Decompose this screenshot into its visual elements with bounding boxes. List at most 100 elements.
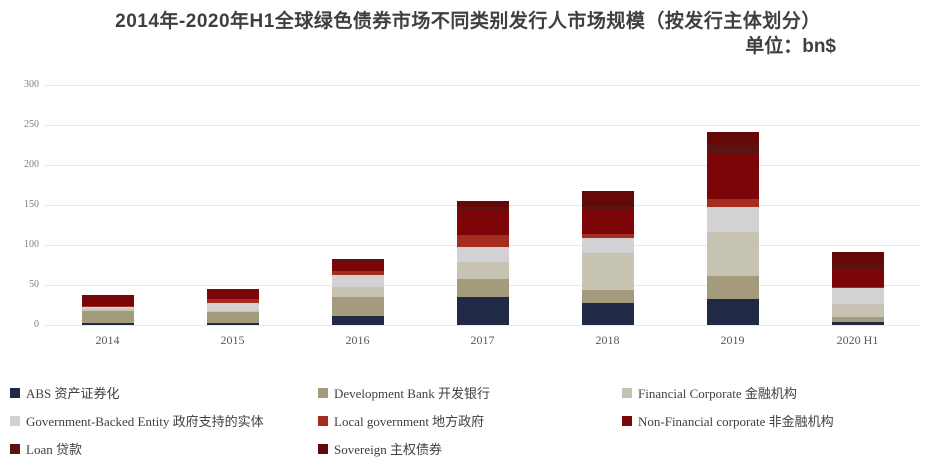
bar-segment bbox=[331, 316, 384, 325]
bar-segment bbox=[456, 261, 509, 280]
bar-segment bbox=[831, 265, 884, 270]
bar-segment bbox=[81, 322, 134, 325]
legend-label: ABS 资产证券化 bbox=[26, 386, 120, 401]
bar-segment bbox=[81, 306, 134, 310]
legend-item: Loan 贷款 bbox=[10, 439, 318, 458]
bar-segment bbox=[456, 201, 509, 208]
legend-swatch-icon bbox=[318, 415, 328, 426]
legend-item: Government-Backed Entity 政府支持的实体 bbox=[10, 411, 318, 430]
bar-segment bbox=[831, 304, 884, 318]
bar-segment bbox=[706, 206, 759, 233]
gridline-y-250 bbox=[45, 125, 920, 126]
stacked-bar-2019 bbox=[706, 132, 759, 325]
gridline-y-200 bbox=[45, 165, 920, 166]
y-tick-label-100: 100 bbox=[24, 239, 39, 250]
legend-swatch-icon bbox=[10, 387, 20, 398]
bar-segment bbox=[206, 298, 259, 303]
bar-segment bbox=[706, 232, 759, 277]
bar-segment bbox=[81, 310, 134, 323]
bar-segment bbox=[81, 309, 134, 311]
bar-segment bbox=[581, 205, 634, 210]
bar-segment bbox=[581, 209, 634, 234]
bar-segment bbox=[206, 302, 259, 311]
bar-segment bbox=[81, 295, 134, 306]
x-tick-label-2020-h1: 2020 H1 bbox=[836, 333, 879, 347]
stacked-bar-2016 bbox=[331, 259, 384, 325]
bar-segment bbox=[331, 275, 384, 288]
legend-item: Non-Financial corporate 非金融机构 bbox=[622, 411, 926, 430]
stacked-bar-2018 bbox=[581, 190, 634, 325]
bar-segment bbox=[331, 271, 384, 276]
legend-swatch-icon bbox=[318, 443, 328, 454]
bar-segment bbox=[206, 289, 259, 299]
y-tick-label-150: 150 bbox=[24, 199, 39, 210]
bar-segment bbox=[581, 237, 634, 254]
legend-item: ABS 资产证券化 bbox=[10, 383, 318, 402]
x-tick-label-2014: 2014 bbox=[95, 333, 120, 347]
bar-segment bbox=[581, 303, 634, 325]
bar-segment bbox=[81, 294, 134, 296]
bar-segment bbox=[581, 233, 634, 238]
bar-segment bbox=[706, 276, 759, 299]
legend-item: Local government 地方政府 bbox=[318, 411, 622, 430]
bar-segment bbox=[831, 288, 884, 305]
bar-segment bbox=[206, 310, 259, 313]
bar-segment bbox=[581, 190, 634, 206]
y-tick-label-300: 300 bbox=[24, 79, 39, 90]
legend-swatch-icon bbox=[10, 415, 20, 426]
chart-unit-label: 单位：bn$ bbox=[745, 36, 836, 57]
stacked-bar-2017 bbox=[456, 201, 509, 325]
legend-swatch-icon bbox=[318, 387, 328, 398]
stacked-bar-2020-h1 bbox=[831, 252, 884, 325]
x-tick-label-2016: 2016 bbox=[345, 333, 370, 347]
y-tick-label-200: 200 bbox=[24, 159, 39, 170]
x-tick-label-2019: 2019 bbox=[720, 333, 745, 347]
bar-segment bbox=[81, 305, 134, 307]
bar-segment bbox=[831, 269, 884, 287]
bar-segment bbox=[331, 287, 384, 298]
bar-segment bbox=[831, 321, 884, 325]
bar-segment bbox=[331, 297, 384, 317]
legend-label: Local government 地方政府 bbox=[334, 414, 485, 429]
y-tick-label-50: 50 bbox=[29, 279, 39, 290]
bar-segment bbox=[331, 259, 384, 262]
y-tick-label-250: 250 bbox=[24, 119, 39, 130]
bar-segment bbox=[456, 209, 509, 235]
bar-segment bbox=[456, 207, 509, 210]
legend-label: Government-Backed Entity 政府支持的实体 bbox=[26, 414, 264, 429]
bar-segment bbox=[456, 297, 509, 325]
legend-label: Loan 贷款 bbox=[26, 442, 82, 457]
bar-segment bbox=[706, 298, 759, 325]
bar-segment bbox=[206, 322, 259, 325]
stacked-bar-2015 bbox=[206, 289, 259, 325]
y-tick-label-0: 0 bbox=[34, 319, 39, 330]
gridline-y-300 bbox=[45, 85, 920, 86]
bar-segment bbox=[706, 198, 759, 207]
x-tick-label-2015: 2015 bbox=[220, 333, 245, 347]
bar-segment bbox=[456, 246, 509, 262]
bar-segment bbox=[331, 261, 384, 272]
legend-swatch-icon bbox=[622, 387, 632, 398]
legend-label: Non-Financial corporate 非金融机构 bbox=[638, 414, 834, 429]
legend-swatch-icon bbox=[622, 415, 632, 426]
chart-title: 2014年-2020年H1全球绿色债券市场不同类别发行人市场规模（按发行主体划分… bbox=[115, 11, 821, 32]
bar-segment bbox=[831, 317, 884, 322]
legend-item: Development Bank 开发银行 bbox=[318, 383, 622, 402]
bar-segment bbox=[456, 279, 509, 297]
bar-segment bbox=[831, 252, 884, 266]
bar-segment bbox=[706, 145, 759, 154]
gridline-y-0 bbox=[45, 325, 920, 326]
bar-segment bbox=[456, 234, 509, 247]
x-tick-label-2018: 2018 bbox=[595, 333, 620, 347]
legend-item: Financial Corporate 金融机构 bbox=[622, 383, 926, 402]
legend-item: Sovereign 主权债券 bbox=[318, 439, 622, 458]
plot-area: 0 50 100 150 200 250 300 bbox=[24, 79, 920, 330]
bar-segment bbox=[706, 153, 759, 199]
x-axis-labels: 2014 2015 2016 2017 2018 2019 2020 H1 bbox=[45, 333, 920, 349]
legend-swatch-icon bbox=[10, 443, 20, 454]
chart-legend: ABS 资产证券化 Development Bank 开发银行 Financial … bbox=[10, 383, 926, 458]
bar-segment bbox=[581, 253, 634, 290]
legend-label: Development Bank 开发银行 bbox=[334, 386, 490, 401]
bar-segment bbox=[706, 132, 759, 146]
